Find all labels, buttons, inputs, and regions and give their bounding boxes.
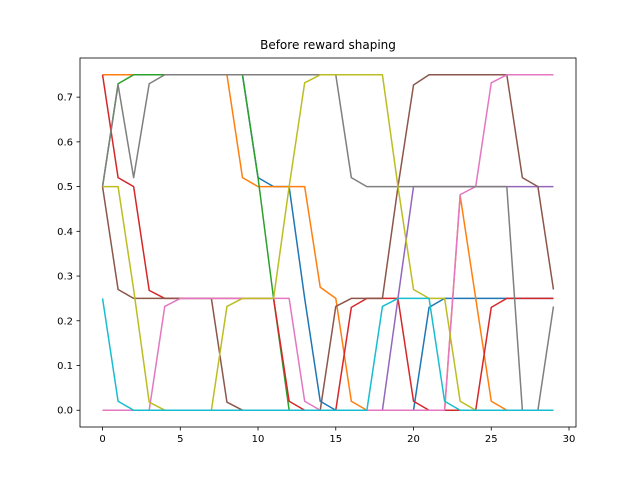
- y-tick-label: 0.7: [57, 93, 73, 104]
- chart-title: Before reward shaping: [260, 38, 396, 52]
- y-tick-label: 0.5: [57, 182, 73, 193]
- series-layer: [101, 74, 555, 411]
- y-tick-label: 0.3: [57, 272, 73, 283]
- x-tick-label: 15: [329, 434, 342, 445]
- plot-frame: [79, 57, 577, 428]
- x-tick-label: 0: [99, 434, 105, 445]
- x-tick-label: 20: [407, 434, 420, 445]
- x-tick-label: 10: [252, 434, 265, 445]
- y-tick-label: 0.1: [57, 361, 73, 372]
- x-tick-label: 5: [177, 434, 183, 445]
- y-tick-label: 0.0: [57, 406, 73, 417]
- series-line-10: [101, 297, 554, 411]
- x-tick-label: 25: [485, 434, 498, 445]
- y-tick-label: 0.4: [57, 227, 73, 238]
- y-tick-label: 0.2: [57, 316, 73, 327]
- ticks-layer: 0 5 10 15 20 25 30 0.0 0.1 0.2 0.3 0.4 0.5 0.6 0.7: [57, 93, 575, 445]
- x-tick-label: 30: [563, 434, 576, 445]
- y-tick-label: 0.6: [57, 137, 73, 148]
- series-line-6: [101, 74, 555, 411]
